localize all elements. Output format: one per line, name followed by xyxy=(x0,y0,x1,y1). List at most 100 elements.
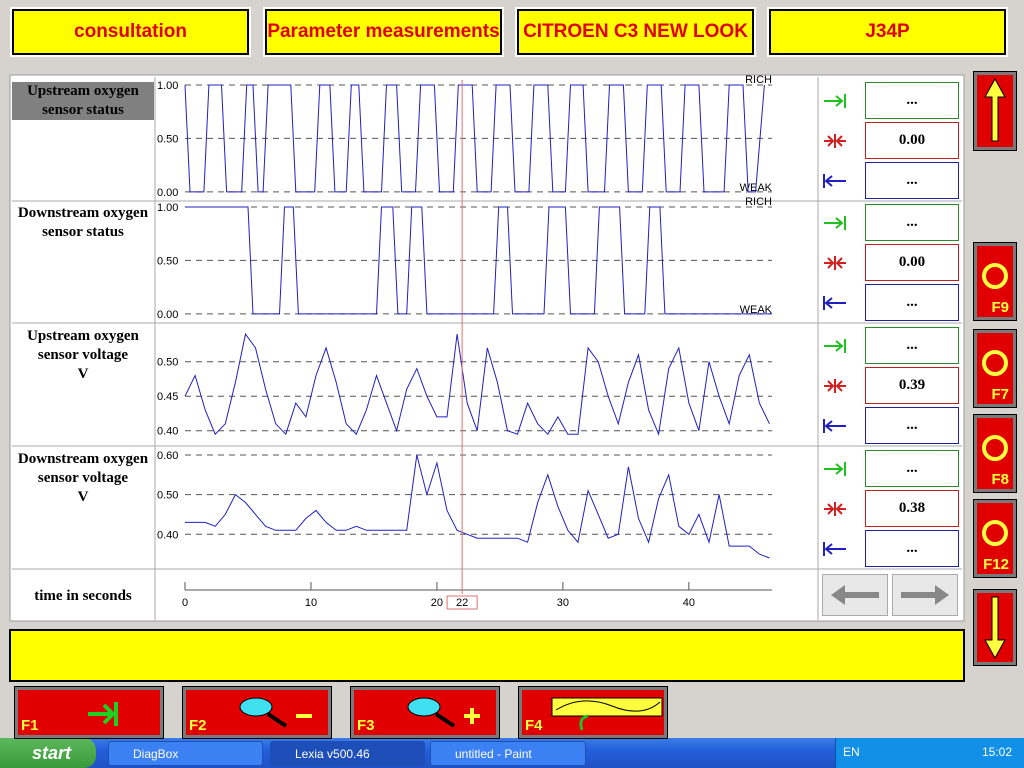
key-label: F9 xyxy=(991,299,1009,316)
y-tick-label: 0.50 xyxy=(157,357,178,369)
language[interactable]: EN xyxy=(843,745,860,759)
key-label: F7 xyxy=(991,386,1009,403)
arrow-icon xyxy=(984,77,1006,142)
x-tick-label: 30 xyxy=(557,597,569,609)
scroll-up[interactable] xyxy=(973,71,1017,151)
current-icon xyxy=(824,502,846,516)
arrow-icon xyxy=(984,596,1006,660)
scroll-down[interactable] xyxy=(973,589,1017,666)
reading-max: ... xyxy=(865,82,959,119)
min-icon xyxy=(823,174,846,188)
x-tick-label: 20 xyxy=(431,597,443,609)
unit: V xyxy=(77,366,89,382)
side-key[interactable]: F12 xyxy=(973,499,1017,578)
reading-current: 0.38 xyxy=(865,490,959,527)
band-label: RICH xyxy=(745,74,772,86)
side-key[interactable]: F9 xyxy=(973,242,1017,321)
y-tick-label: 0.50 xyxy=(157,133,178,145)
reading-max: ... xyxy=(865,327,959,364)
y-tick-label: 0.50 xyxy=(157,255,178,267)
band-label: WEAK xyxy=(740,304,773,316)
y-tick-label: 0.40 xyxy=(157,426,178,438)
y-tick-label: 1.00 xyxy=(157,80,178,92)
key-label: F1 xyxy=(21,717,39,734)
function-key[interactable]: F1 xyxy=(14,686,164,739)
key-label: F8 xyxy=(991,471,1009,488)
key-label: F4 xyxy=(525,717,543,734)
min-icon xyxy=(823,542,846,556)
key-icon xyxy=(407,697,480,728)
max-icon xyxy=(824,216,846,230)
function-key[interactable]: F3 xyxy=(350,686,500,739)
band-label: RICH xyxy=(745,196,772,208)
header-button[interactable]: consultation xyxy=(10,7,251,57)
signal-trace xyxy=(185,454,770,559)
time-label: time in seconds xyxy=(34,588,132,604)
max-icon xyxy=(824,462,846,476)
unit: V xyxy=(77,489,89,505)
parameter-name: Upstream oxygen sensor voltage xyxy=(27,328,139,363)
signal-trace xyxy=(184,332,770,437)
current-icon xyxy=(824,256,846,270)
key-icon xyxy=(982,263,1008,289)
max-icon xyxy=(824,94,846,108)
key-icon xyxy=(982,350,1008,376)
measurement-panel: 1.000.500.00RICHWEAK1.000.500.00RICHWEAK… xyxy=(9,74,965,682)
side-key[interactable]: F7 xyxy=(973,329,1017,408)
function-key[interactable]: F4 xyxy=(518,686,668,739)
start-button[interactable]: start xyxy=(0,738,96,768)
signal-trace xyxy=(185,206,772,315)
key-icon xyxy=(982,520,1008,546)
key-icon xyxy=(239,697,312,728)
y-tick-label: 0.00 xyxy=(157,187,178,199)
row-label: Upstream oxygen sensor voltage V xyxy=(12,327,154,384)
min-icon xyxy=(823,296,846,310)
x-tick-label: 10 xyxy=(305,597,317,609)
cursor-box xyxy=(446,595,478,610)
taskbar-item[interactable]: Lexia v500.46 xyxy=(270,741,425,766)
x-tick-label: 0 xyxy=(182,597,188,609)
reading-current: 0.39 xyxy=(865,367,959,404)
key-label: F12 xyxy=(983,556,1009,573)
signal-trace xyxy=(184,84,765,193)
scroll-left[interactable] xyxy=(822,574,888,616)
current-icon xyxy=(824,379,846,393)
key-icon xyxy=(982,435,1008,461)
y-tick-label: 0.00 xyxy=(157,309,178,321)
key-icon xyxy=(88,702,118,726)
key-icon xyxy=(551,697,663,731)
current-icon xyxy=(824,134,846,148)
parameter-name: Upstream oxygen sensor status xyxy=(12,82,154,120)
function-key[interactable]: F2 xyxy=(182,686,332,739)
system-tray xyxy=(835,738,1024,768)
max-icon xyxy=(824,339,846,353)
reading-current: 0.00 xyxy=(865,244,959,281)
parameter-name: Downstream oxygen sensor status xyxy=(17,205,149,240)
y-tick-label: 0.50 xyxy=(157,490,178,502)
header-button[interactable]: CITROEN C3 NEW LOOK xyxy=(515,7,756,57)
row-label: Upstream oxygen sensor status xyxy=(12,82,154,120)
cursor-label: 22 xyxy=(456,597,468,609)
reading-min: ... xyxy=(865,407,959,444)
row-label: Downstream oxygen sensor voltage V xyxy=(12,450,154,507)
taskbar-item[interactable]: DiagBox xyxy=(108,741,263,766)
scroll-right[interactable] xyxy=(892,574,958,616)
y-tick-label: 0.45 xyxy=(157,391,178,403)
reading-min: ... xyxy=(865,162,959,199)
key-label: F2 xyxy=(189,717,207,734)
reading-current: 0.00 xyxy=(865,122,959,159)
arrow-icon xyxy=(901,585,949,605)
y-tick-label: 0.60 xyxy=(157,450,178,462)
arrow-icon xyxy=(831,585,879,605)
side-key[interactable]: F8 xyxy=(973,414,1017,493)
clock: 15:02 xyxy=(982,745,1013,759)
reading-min: ... xyxy=(865,530,959,567)
taskbar-item[interactable]: untitled - Paint xyxy=(430,741,586,766)
header-button[interactable]: Parameter measurements xyxy=(263,7,504,57)
reading-min: ... xyxy=(865,284,959,321)
y-tick-label: 1.00 xyxy=(157,202,178,214)
header-button[interactable]: J34P xyxy=(767,7,1008,57)
reading-max: ... xyxy=(865,204,959,241)
key-label: F3 xyxy=(357,717,375,734)
